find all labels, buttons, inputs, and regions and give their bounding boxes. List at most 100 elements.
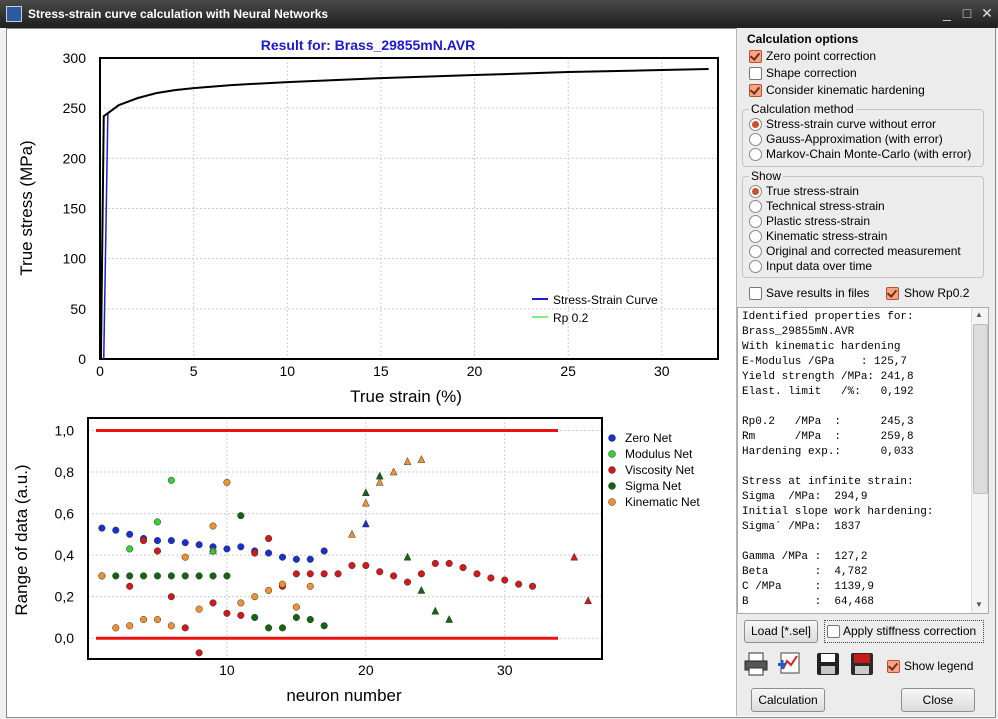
top-xtick-label: 10 [279, 363, 295, 379]
calc-method-label-2: Markov-Chain Monte-Carlo (with error) [766, 147, 972, 161]
data-point [306, 555, 314, 563]
data-point [528, 582, 537, 590]
data-point [237, 512, 245, 520]
data-point [320, 547, 328, 555]
apply-stiffness-frame [824, 620, 984, 643]
data-point [265, 534, 273, 543]
data-point [181, 539, 189, 547]
results-scrollbar[interactable]: ▲ ▼ [971, 308, 988, 613]
data-point [153, 572, 162, 580]
show-legend-checkbox[interactable] [887, 660, 900, 673]
maximize-button[interactable]: □ [962, 5, 972, 21]
calc-option-checkbox-2[interactable] [749, 84, 762, 97]
data-point [306, 570, 314, 578]
data-point-triangle [209, 546, 217, 555]
show-radio-5[interactable] [749, 260, 762, 273]
calc-option-checkbox-0[interactable] [749, 50, 762, 63]
stress-strain-curve [99, 68, 709, 360]
bottom-ytick-label: 0,8 [55, 464, 75, 480]
calc-method-label-0: Stress-strain curve without error [766, 117, 937, 131]
data-point [167, 476, 175, 484]
top-ytick-label: 250 [63, 100, 87, 116]
rtf-export-icon[interactable] [849, 651, 875, 677]
apply-stiffness-label: Apply stiffness correction [843, 624, 977, 638]
data-point [501, 576, 509, 584]
data-point [473, 570, 481, 578]
close-button[interactable]: Close [901, 688, 975, 712]
bottom-plot-bg [88, 418, 602, 659]
data-point [390, 572, 398, 580]
data-point [209, 522, 217, 530]
data-point [112, 624, 120, 632]
data-point-triangle [445, 614, 454, 623]
top-xtick-label: 30 [654, 363, 670, 379]
data-point [292, 555, 300, 563]
show-label-1: Technical stress-strain [766, 199, 885, 213]
top-xaxis-label: True strain (%) [350, 387, 462, 406]
load-button[interactable]: Load [*.sel] [744, 620, 818, 643]
bottom-ytick-label: 0,6 [55, 506, 75, 522]
rp02-line [102, 113, 109, 360]
data-point [265, 586, 273, 594]
calculation-button[interactable]: Calculation [751, 688, 825, 712]
save-disk-icon[interactable] [815, 651, 841, 677]
top-yaxis-label: True stress (MPa) [17, 140, 36, 275]
show-radio-2[interactable] [749, 215, 762, 228]
top-ytick-label: 150 [63, 201, 87, 217]
data-point [195, 572, 203, 580]
scroll-thumb[interactable] [973, 324, 988, 494]
legend-curve-label: Stress-Strain Curve [553, 293, 658, 307]
data-point [140, 537, 148, 545]
top-plot-border [99, 57, 719, 360]
show-radio-0[interactable] [749, 185, 762, 198]
data-point [278, 624, 287, 632]
data-point [237, 599, 245, 607]
legend-label: Zero Net [625, 431, 672, 445]
bottom-xtick-label: 30 [497, 662, 513, 678]
show-rp02-checkbox[interactable] [886, 287, 899, 300]
title-bar: Stress-strain curve calculation with Neu… [0, 0, 998, 28]
calc-method-radio-0[interactable] [749, 118, 762, 131]
show-title: Show [749, 169, 784, 183]
top-xtick-label: 25 [560, 363, 576, 379]
legend-marker [608, 482, 616, 490]
data-point [195, 649, 203, 657]
show-radio-3[interactable] [749, 230, 762, 243]
top-xtick-label: 15 [373, 363, 389, 379]
data-point [223, 478, 231, 486]
data-point [181, 624, 189, 632]
save-results-checkbox[interactable] [749, 287, 762, 300]
data-point [98, 572, 106, 580]
data-point [292, 570, 300, 578]
legend-marker [608, 466, 616, 474]
minimize-button[interactable]: _ [943, 5, 951, 21]
bottom-xtick-label: 10 [219, 662, 235, 678]
data-point-triangle [361, 488, 370, 497]
calc-option-label-0: Zero point correction [766, 49, 877, 63]
data-point [98, 524, 106, 532]
scroll-down-icon[interactable]: ▼ [975, 600, 983, 609]
top-xtick-label: 5 [190, 363, 198, 379]
calc-method-radio-2[interactable] [749, 148, 762, 161]
calc-method-radio-1[interactable] [749, 133, 762, 146]
apply-stiffness-checkbox[interactable] [827, 625, 840, 638]
calc-option-checkbox-1[interactable] [749, 67, 762, 80]
data-point [251, 593, 259, 601]
scroll-up-icon[interactable]: ▲ [975, 310, 983, 319]
data-point [431, 559, 439, 567]
bottom-xtick-label: 20 [358, 662, 374, 678]
data-point-triangle [389, 467, 398, 476]
printer-icon[interactable] [743, 651, 769, 677]
data-point [153, 547, 162, 555]
show-radio-4[interactable] [749, 245, 762, 258]
show-label-3: Kinematic stress-strain [766, 229, 888, 243]
data-point [112, 526, 120, 534]
close-window-button[interactable]: ✕ [981, 5, 993, 21]
data-point-triangle [361, 498, 370, 507]
results-textbox[interactable]: Identified properties for: Brass_29855mN… [737, 307, 989, 614]
chart-export-icon[interactable] [777, 651, 803, 677]
show-legend-label: Show legend [904, 659, 974, 673]
data-point [153, 518, 162, 526]
data-point [223, 609, 231, 617]
show-radio-1[interactable] [749, 200, 762, 213]
